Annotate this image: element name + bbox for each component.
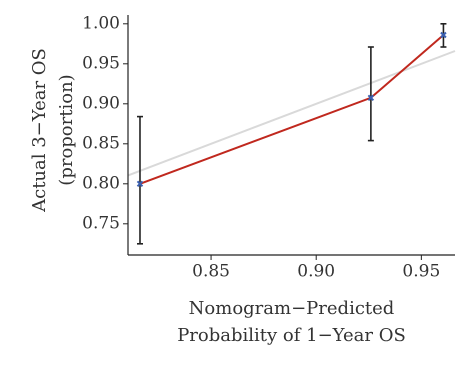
point xyxy=(136,180,144,188)
y-tick-label: 0.95 xyxy=(82,53,120,73)
x-tick-label: 0.85 xyxy=(192,262,230,282)
y-tick-label: 0.90 xyxy=(82,93,120,113)
y-tick-label: 1.00 xyxy=(82,13,120,33)
y-tick-label: 0.75 xyxy=(82,213,120,233)
x-tick-label: 0.95 xyxy=(402,262,440,282)
x-axis-label: Nomogram−Predicted xyxy=(189,298,395,319)
point xyxy=(440,31,447,39)
reference-line xyxy=(127,50,456,177)
y-tick-label: 0.85 xyxy=(82,133,120,153)
series-line xyxy=(139,34,445,185)
y-axis-label: Actual 3−Year OS xyxy=(29,48,50,213)
x-axis-label: Probability of 1−Year OS xyxy=(177,325,406,346)
point xyxy=(367,94,375,102)
y-axis-label: (proportion) xyxy=(56,74,77,185)
y-tick-label: 0.80 xyxy=(82,173,120,193)
x-tick-label: 0.90 xyxy=(297,262,335,282)
